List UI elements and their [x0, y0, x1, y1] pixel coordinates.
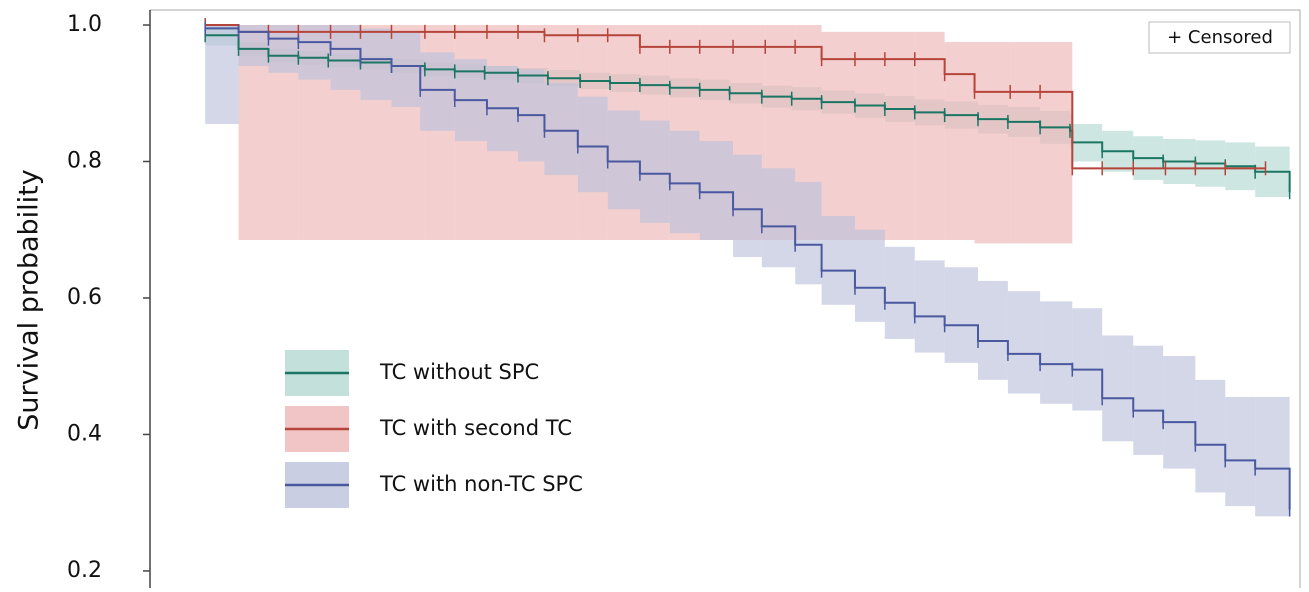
ci-band	[360, 28, 392, 101]
ci-band	[854, 229, 885, 322]
legend-label: TC with second TC	[379, 416, 572, 440]
ci-band	[1007, 291, 1041, 394]
ci-band	[821, 31, 855, 240]
y-tick-label: 1.0	[67, 12, 102, 37]
ci-band	[699, 141, 734, 240]
ci-band	[733, 154, 762, 258]
ci-band	[669, 130, 700, 234]
ci-band	[420, 52, 455, 131]
bands	[205, 25, 1290, 517]
y-tick-label: 0.2	[67, 558, 102, 583]
ci-band	[544, 83, 578, 176]
ci-band	[268, 25, 299, 73]
survival-line	[205, 24, 1266, 170]
y-tick-label: 0.4	[67, 421, 102, 446]
ci-band	[1225, 396, 1256, 507]
ci-band	[854, 31, 885, 240]
y-tick-label: 0.6	[67, 285, 102, 310]
ci-band	[944, 42, 975, 240]
ci-band	[1040, 301, 1073, 404]
ci-band	[1010, 42, 1041, 244]
ci-band	[761, 168, 796, 268]
legend-label: TC without SPC	[379, 360, 539, 384]
ci-band	[795, 181, 822, 285]
ci-band	[884, 31, 915, 240]
ci-band	[330, 25, 361, 90]
legend-label: TC with non-TC SPC	[379, 472, 583, 496]
ci-band	[391, 31, 421, 107]
ci-band	[205, 25, 239, 124]
ci-band	[1255, 396, 1290, 517]
ci-band	[1040, 42, 1073, 244]
ci-band	[1133, 345, 1164, 455]
y-tick-label: 0.8	[67, 148, 102, 173]
ci-band	[944, 267, 978, 363]
censor-box	[1148, 21, 1291, 54]
ci-band	[978, 280, 1008, 380]
ci-band	[884, 246, 915, 339]
y-axis-label: Survival probability	[14, 169, 45, 431]
ci-band	[1163, 355, 1196, 469]
legend: TC without SPC TC with second TC TC with n…	[285, 350, 583, 508]
ci-band	[577, 96, 608, 193]
ci-band	[639, 120, 670, 223]
ci-band	[914, 260, 945, 353]
censor-label: + Censored	[1167, 27, 1273, 48]
ci-band	[821, 216, 855, 305]
ci-band	[298, 25, 331, 80]
ci-band	[914, 31, 945, 240]
ci-band	[1072, 308, 1103, 411]
ci-band	[1195, 379, 1226, 493]
ci-band	[1102, 335, 1134, 442]
ci-band	[974, 42, 1011, 244]
ci-band	[607, 110, 640, 210]
lines	[204, 18, 1291, 517]
